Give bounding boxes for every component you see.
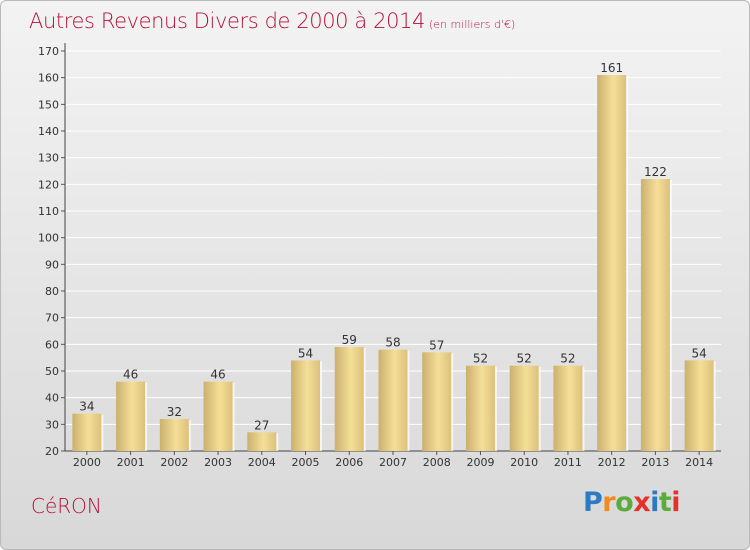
- value-label-2001: 46: [123, 368, 138, 382]
- bar-2014: [684, 360, 714, 451]
- bar-2004: [247, 432, 277, 451]
- value-label-2006: 59: [342, 333, 357, 347]
- value-label-2014: 54: [691, 346, 706, 360]
- x-tick-label-2006: 2006: [335, 456, 363, 469]
- x-tick-label-2004: 2004: [248, 456, 276, 469]
- x-tick-label-2009: 2009: [466, 456, 494, 469]
- value-label-2003: 46: [210, 368, 225, 382]
- y-tick-label: 50: [45, 365, 59, 378]
- y-tick-label: 30: [45, 418, 59, 431]
- bar-2009: [465, 365, 495, 451]
- chart-title-text: Autres Revenus Divers de 2000 à 2014: [29, 9, 426, 33]
- commune-name: CéRON: [31, 494, 102, 518]
- value-label-2008: 57: [429, 338, 444, 352]
- x-tick-label-2013: 2013: [641, 456, 669, 469]
- x-tick-label-2000: 2000: [73, 456, 101, 469]
- x-tick-label-2005: 2005: [292, 456, 320, 469]
- y-tick-label: 120: [38, 178, 59, 191]
- value-label-2002: 32: [167, 405, 182, 419]
- y-tick-label: 130: [38, 152, 59, 165]
- y-tick-label: 170: [38, 45, 59, 58]
- value-label-2011: 52: [560, 352, 575, 366]
- bar-2012: [597, 75, 627, 451]
- chart-title: Autres Revenus Divers de 2000 à 2014 (en …: [29, 9, 515, 33]
- bar-2001: [116, 381, 146, 451]
- y-tick-label: 80: [45, 285, 59, 298]
- bar-2007: [378, 349, 408, 451]
- bar-2006: [334, 347, 364, 451]
- value-label-2004: 27: [254, 418, 269, 432]
- y-tick-label: 140: [38, 125, 59, 138]
- bar-2002: [159, 419, 189, 451]
- proxiti-logo: Proxiti: [583, 487, 681, 518]
- bar-2010: [509, 365, 539, 451]
- x-tick-label-2014: 2014: [685, 456, 713, 469]
- bars: [72, 75, 716, 451]
- x-tick-label-2003: 2003: [204, 456, 232, 469]
- y-tick-label: 40: [45, 392, 59, 405]
- x-tick-label-2008: 2008: [423, 456, 451, 469]
- chart-subtitle: (en milliers d'€): [429, 18, 516, 31]
- labels: 34 2000 46 2001 32 2002 46 2003 27 2004 54 2005 59 20…: [73, 61, 713, 469]
- y-tick-label: 20: [45, 445, 59, 458]
- y-tick-label: 100: [38, 232, 59, 245]
- y-tick-label: 150: [38, 98, 59, 111]
- value-label-2013: 122: [644, 165, 667, 179]
- bar-2003: [203, 381, 233, 451]
- y-tick-label: 70: [45, 312, 59, 325]
- value-label-2005: 54: [298, 346, 313, 360]
- value-label-2000: 34: [79, 400, 94, 414]
- x-tick-label-2010: 2010: [510, 456, 538, 469]
- y-tick-label: 160: [38, 72, 59, 85]
- x-tick-label-2011: 2011: [554, 456, 582, 469]
- value-label-2010: 52: [517, 352, 532, 366]
- bar-2005: [291, 360, 321, 451]
- x-tick-label-2001: 2001: [117, 456, 145, 469]
- y-tick-label: 90: [45, 258, 59, 271]
- y-tick-label: 60: [45, 338, 59, 351]
- bar-2008: [422, 352, 452, 451]
- x-tick-label-2007: 2007: [379, 456, 407, 469]
- value-label-2012: 161: [600, 61, 623, 75]
- value-label-2009: 52: [473, 352, 488, 366]
- bar-2013: [640, 179, 670, 451]
- bar-2000: [72, 413, 102, 451]
- y-tick-label: 110: [38, 205, 59, 218]
- value-label-2007: 58: [385, 336, 400, 350]
- bar-2011: [553, 365, 583, 451]
- x-tick-label-2012: 2012: [598, 456, 626, 469]
- x-tick-label-2002: 2002: [160, 456, 188, 469]
